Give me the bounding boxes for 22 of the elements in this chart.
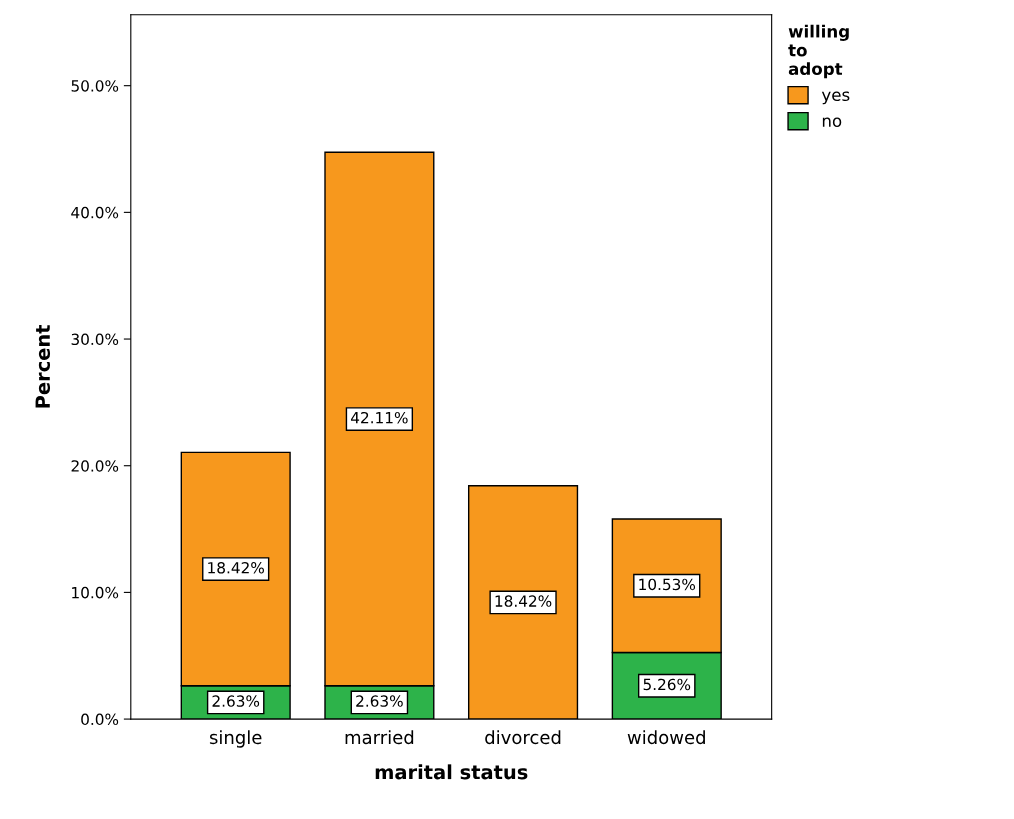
x-tick-label: single (209, 730, 262, 748)
y-tick-label: 20.0% (71, 460, 119, 472)
y-tick-label: 40.0% (71, 206, 119, 219)
legend-label: yes (821, 91, 850, 105)
legend-title: willing to adopt (788, 24, 849, 79)
y-tick-label: 10.0% (72, 586, 119, 599)
legend-label: no (822, 117, 842, 128)
x-tick-label: widowed (627, 730, 705, 745)
x-tick-label: married (345, 730, 414, 745)
y-tick-label: 30.0% (71, 333, 119, 346)
x-tick-label: divorced (485, 730, 561, 745)
y-tick-label: 0.0% (81, 713, 119, 726)
data-label: 10.53% (639, 578, 696, 591)
y-tick-label: 50.0% (71, 80, 119, 92)
y-axis-title: Percent (35, 324, 51, 408)
data-label: 5.26% (643, 678, 691, 691)
data-label: 2.63% (356, 695, 403, 707)
data-label: 42.11% (351, 411, 408, 424)
data-label: 2.63% (212, 695, 260, 707)
data-label: 18.42% (495, 595, 552, 607)
data-label: 18.42% (208, 561, 264, 574)
x-axis-title: marital status (375, 764, 528, 780)
